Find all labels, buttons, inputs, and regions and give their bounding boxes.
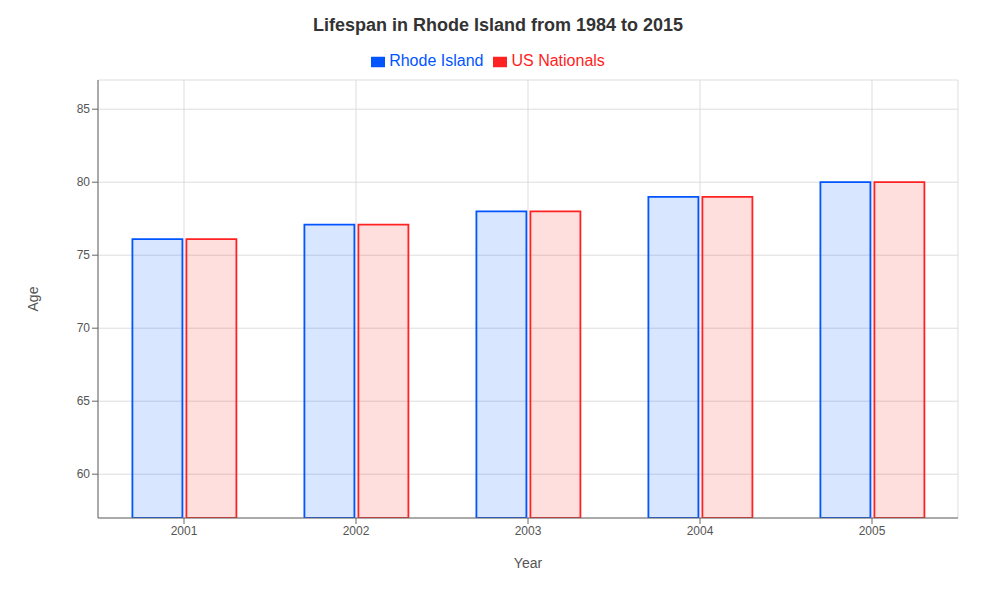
html-text:Rhode Island: Rhode Island xyxy=(389,52,484,69)
svg-text:70: 70 xyxy=(77,321,91,335)
svg-text:2004: 2004 xyxy=(687,524,714,538)
html-text:US Nationals: US Nationals xyxy=(511,52,605,69)
svg-text:Age: Age xyxy=(25,286,41,311)
svg-text:2005: 2005 xyxy=(859,524,886,538)
html-text:Lifespan in Rhode Island from: Lifespan in Rhode Island from 1984 to 20… xyxy=(312,15,683,35)
svg-text:80: 80 xyxy=(77,175,91,189)
svg-text:60: 60 xyxy=(77,467,91,481)
svg-text:2003: 2003 xyxy=(515,524,542,538)
svg-text:75: 75 xyxy=(77,248,91,262)
svg-text:2001: 2001 xyxy=(171,524,198,538)
svg-text:Year: Year xyxy=(514,555,543,571)
svg-text:65: 65 xyxy=(77,394,91,408)
svg-text:85: 85 xyxy=(77,102,91,116)
svg-text:2002: 2002 xyxy=(343,524,370,538)
